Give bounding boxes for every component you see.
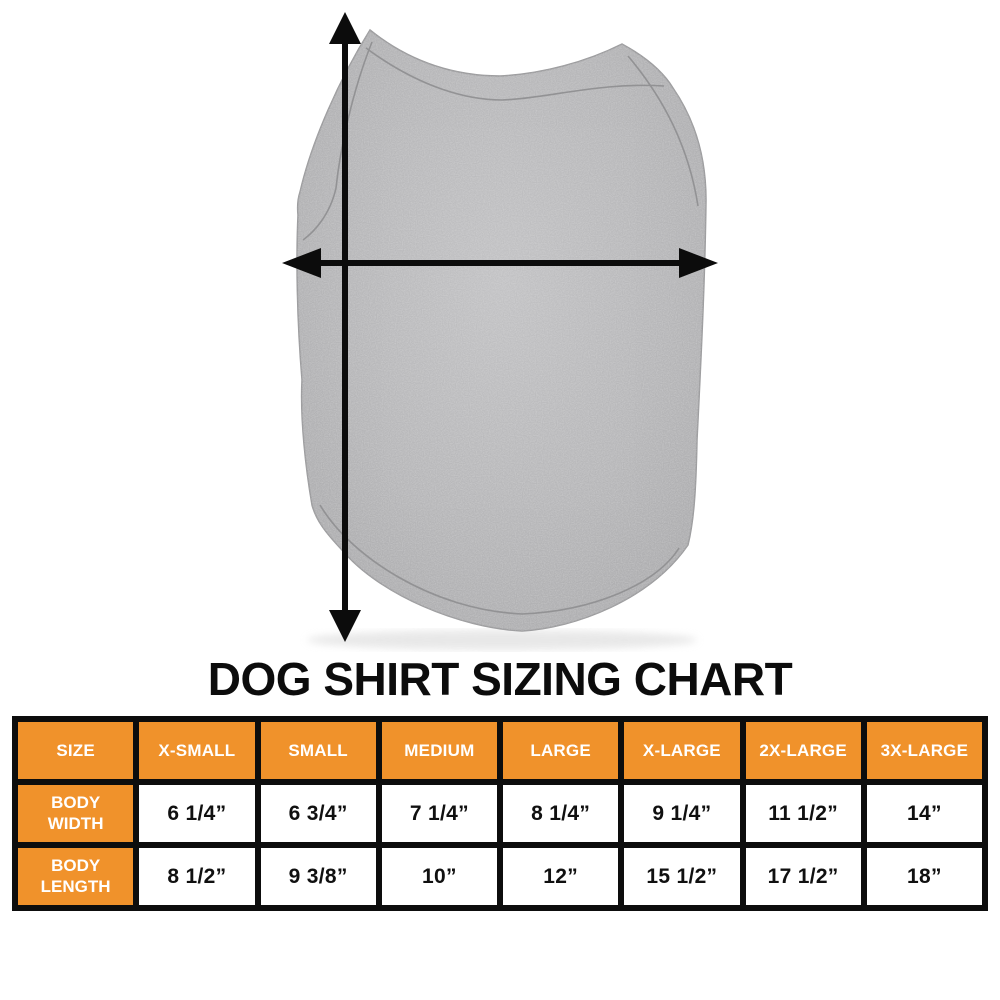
table-row-body-width: BODY WIDTH 6 1/4” 6 3/4” 7 1/4” 8 1/4” 9… [11,779,989,848]
body-width-3x-large: 14” [860,779,989,848]
body-length-small: 9 3/8” [254,842,382,911]
header-size: SIZE [11,716,140,785]
body-width-large: 8 1/4” [496,779,625,848]
body-length-3x-large: 18” [860,842,989,911]
width-arrow-icon [282,248,718,278]
shirt-shadow [307,630,697,650]
header-small: SMALL [254,716,382,785]
body-length-large: 12” [496,842,625,911]
table-row-body-length: BODY LENGTH 8 1/2” 9 3/8” 10” 12” 15 1/2… [11,842,989,911]
dog-shirt-image [282,12,718,650]
body-length-x-large: 15 1/2” [618,842,746,911]
header-3x-large: 3X-LARGE [860,716,989,785]
body-width-medium: 7 1/4” [375,779,504,848]
row-label-body-width: BODY WIDTH [11,779,140,848]
body-length-x-small: 8 1/2” [133,842,261,911]
body-width-x-large: 9 1/4” [618,779,746,848]
shirt-diagram [282,12,718,650]
sizing-table: SIZE X-SMALL SMALL MEDIUM LARGE X-LARGE … [11,716,989,911]
table-header-row: SIZE X-SMALL SMALL MEDIUM LARGE X-LARGE … [11,716,989,785]
page-title: DOG SHIRT SIZING CHART [207,653,793,705]
body-length-2x-large: 17 1/2” [739,842,867,911]
row-label-body-length: BODY LENGTH [11,842,140,911]
shirt-seams [302,41,699,615]
body-width-x-small: 6 1/4” [133,779,261,848]
body-width-2x-large: 11 1/2” [739,779,867,848]
body-width-small: 6 3/4” [254,779,382,848]
header-large: LARGE [496,716,625,785]
length-arrow-icon [329,12,361,642]
header-x-large: X-LARGE [618,716,746,785]
shirt-body [296,28,707,632]
header-medium: MEDIUM [375,716,504,785]
header-2x-large: 2X-LARGE [739,716,867,785]
body-length-medium: 10” [375,842,504,911]
header-x-small: X-SMALL [133,716,261,785]
